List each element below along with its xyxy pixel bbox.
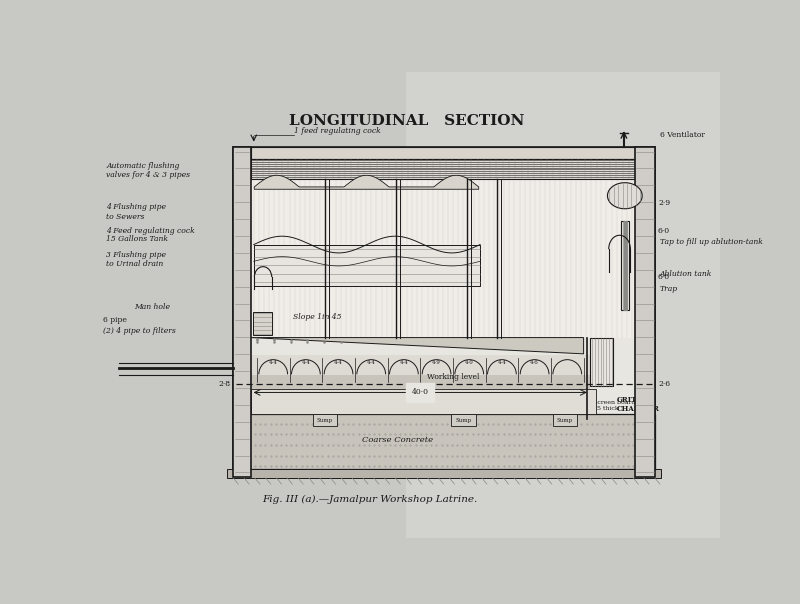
Text: 2·8: 2·8 bbox=[218, 380, 230, 388]
Text: Man hole: Man hole bbox=[134, 303, 170, 311]
Text: 4·9: 4·9 bbox=[432, 360, 441, 365]
Text: 1 feed regulating cock: 1 feed regulating cock bbox=[294, 127, 381, 135]
Bar bbox=[234, 147, 250, 477]
Text: Sump: Sump bbox=[317, 417, 333, 423]
Text: Ablution tank: Ablution tank bbox=[660, 270, 712, 278]
Text: 4·0: 4·0 bbox=[465, 360, 474, 365]
Bar bbox=[250, 147, 635, 158]
Text: 4·4: 4·4 bbox=[334, 360, 343, 365]
Bar bbox=[253, 312, 272, 335]
Bar bbox=[313, 414, 338, 426]
Bar bbox=[250, 158, 635, 179]
Bar bbox=[250, 375, 590, 389]
Text: 4 Feed regulating cock: 4 Feed regulating cock bbox=[106, 226, 195, 234]
Text: 4·4: 4·4 bbox=[367, 360, 375, 365]
Text: 4·4: 4·4 bbox=[302, 360, 310, 365]
Text: 6·0: 6·0 bbox=[658, 273, 670, 281]
Text: (2) 4 pipe to filters: (2) 4 pipe to filters bbox=[103, 327, 176, 335]
Bar bbox=[635, 147, 655, 477]
Bar bbox=[227, 469, 661, 478]
Text: 4·4: 4·4 bbox=[399, 360, 408, 365]
Text: 2·6: 2·6 bbox=[658, 380, 670, 388]
Text: Fig. III (a).—Jamalpur Workshop Latrine.: Fig. III (a).—Jamalpur Workshop Latrine. bbox=[262, 495, 478, 504]
Text: Tap to fill up ablution-tank: Tap to fill up ablution-tank bbox=[660, 238, 762, 246]
Text: Slope 1in 45: Slope 1in 45 bbox=[293, 313, 342, 321]
Text: 6·0: 6·0 bbox=[658, 226, 670, 234]
Bar bbox=[590, 338, 614, 387]
Text: Coarse Concrete: Coarse Concrete bbox=[362, 436, 433, 445]
Bar bbox=[234, 414, 655, 469]
Text: LONGITUDINAL   SECTION: LONGITUDINAL SECTION bbox=[290, 114, 525, 128]
Text: 4·6: 4·6 bbox=[530, 360, 539, 365]
Text: Automatic flushing
valves for 4 & 3 pipes: Automatic flushing valves for 4 & 3 pipe… bbox=[106, 161, 190, 179]
Bar bbox=[254, 245, 480, 286]
Text: Sump: Sump bbox=[557, 417, 573, 423]
Text: 6 Ventilator: 6 Ventilator bbox=[660, 131, 705, 140]
Polygon shape bbox=[250, 338, 584, 354]
Text: Trap: Trap bbox=[660, 284, 678, 293]
Text: GRIT
CHAMBER: GRIT CHAMBER bbox=[617, 396, 659, 413]
Text: 4·4: 4·4 bbox=[269, 360, 278, 365]
Text: 15 Gallons Tank: 15 Gallons Tank bbox=[106, 235, 168, 243]
Bar bbox=[621, 221, 629, 310]
Text: 4·4: 4·4 bbox=[498, 360, 506, 365]
Bar bbox=[234, 147, 655, 477]
Text: Sump: Sump bbox=[455, 417, 472, 423]
Bar bbox=[250, 179, 635, 338]
Bar bbox=[250, 389, 596, 414]
Bar bbox=[553, 414, 578, 426]
Text: Screen board
15 thick: Screen board 15 thick bbox=[593, 400, 635, 411]
Text: 6 pipe: 6 pipe bbox=[103, 316, 127, 324]
Text: 4 Flushing pipe
to Sewers: 4 Flushing pipe to Sewers bbox=[106, 204, 166, 220]
Bar bbox=[250, 355, 596, 384]
Text: Working level: Working level bbox=[427, 373, 479, 381]
Text: 3 Flushing pipe
to Urinal drain: 3 Flushing pipe to Urinal drain bbox=[106, 251, 166, 268]
Polygon shape bbox=[607, 182, 642, 209]
Bar bbox=[100, 72, 406, 538]
Text: Fine Concrete with Cement: Fine Concrete with Cement bbox=[332, 397, 438, 405]
Text: 2·9: 2·9 bbox=[658, 199, 670, 207]
Bar bbox=[451, 414, 476, 426]
Bar bbox=[406, 72, 720, 538]
Text: 40·0: 40·0 bbox=[412, 388, 429, 396]
